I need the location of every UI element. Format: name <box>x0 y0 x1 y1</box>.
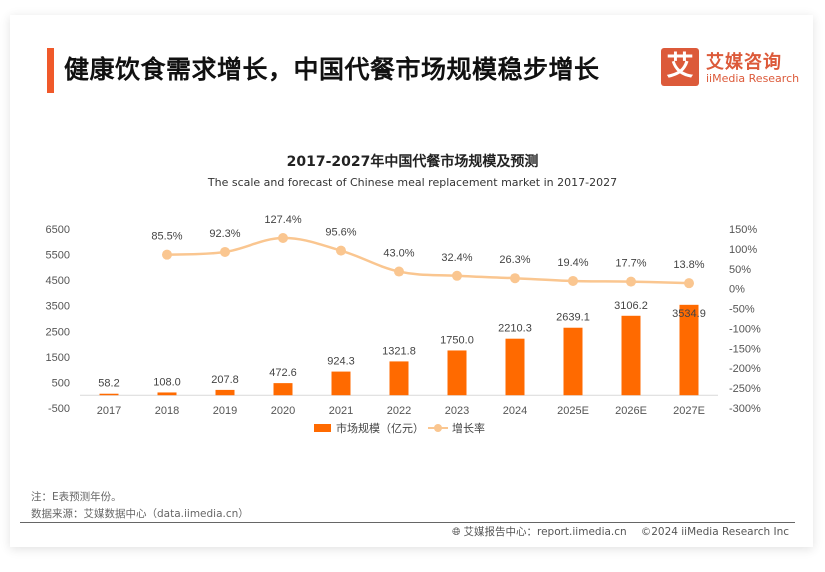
report-card <box>10 15 813 547</box>
y-right-tick-label: -300% <box>729 403 761 415</box>
y-right-tick-label: -250% <box>729 383 761 395</box>
chart-note: 注：E表预测年份。 <box>31 491 122 503</box>
bar-data-label: 2210.3 <box>498 323 532 335</box>
growth-point-2027E <box>684 278 694 289</box>
copyright: ©2024 iiMedia Research Inc <box>640 526 789 538</box>
growth-rate-line <box>166 236 690 285</box>
legend-line-marker <box>434 424 442 432</box>
growth-point-2023 <box>452 270 462 281</box>
x-tick-label: 2027E <box>673 405 705 417</box>
x-tick-label: 2022 <box>387 405 411 417</box>
x-tick-label: 2023 <box>445 405 469 417</box>
bar-data-label: 1750.0 <box>440 334 474 346</box>
x-tick-label: 2021 <box>329 405 353 417</box>
bar-data-label: 924.3 <box>327 356 355 368</box>
globe-icon: 🌐︎ <box>452 526 461 538</box>
y-left-tick-label: -500 <box>48 403 70 415</box>
bar-2024 <box>505 338 525 396</box>
line-data-label: 26.3% <box>499 254 530 266</box>
bar-data-label: 3106.2 <box>614 300 648 312</box>
legend-bar-swatch <box>314 424 331 432</box>
growth-point-2020 <box>278 232 288 243</box>
bar-data-label: 472.6 <box>269 367 297 379</box>
y-right-tick-label: -100% <box>729 323 761 335</box>
chart-subtitle: The scale and forecast of Chinese meal r… <box>207 176 618 189</box>
bar-2026E <box>621 315 641 396</box>
bar-data-label: 108.0 <box>153 376 181 388</box>
footer-divider <box>20 522 795 523</box>
y-right-tick-label: 150% <box>729 224 757 236</box>
line-data-label: 32.4% <box>441 252 472 264</box>
bar-2025E <box>563 327 583 396</box>
x-tick-label: 2025E <box>557 405 589 417</box>
data-source: 数据来源：艾媒数据中心（data.iimedia.cn） <box>31 508 249 520</box>
y-left-tick-label: 1500 <box>46 352 70 364</box>
logo-name-en: iiMedia Research <box>706 72 800 85</box>
growth-point-2019 <box>220 246 230 257</box>
bar-data-label: 2639.1 <box>556 312 590 324</box>
y-left-tick-label: 3500 <box>46 301 70 313</box>
bar-2019 <box>215 389 235 396</box>
line-data-label: 92.3% <box>209 228 240 240</box>
growth-point-2025E <box>568 275 578 286</box>
y-left-tick-label: 500 <box>52 377 70 389</box>
x-tick-label: 2024 <box>503 405 527 417</box>
bar-2018 <box>157 392 177 396</box>
growth-point-2024 <box>510 273 520 284</box>
y-right-tick-label: -150% <box>729 343 761 355</box>
bar-2021 <box>331 371 351 396</box>
page-title: 健康饮食需求增长，中国代餐市场规模稳步增长 <box>64 55 600 84</box>
bar-data-label: 3534.9 <box>672 308 706 320</box>
bar-2020 <box>273 383 293 396</box>
line-data-label: 43.0% <box>383 248 414 260</box>
line-data-label: 17.7% <box>615 258 646 270</box>
line-data-label: 19.4% <box>557 257 588 269</box>
y-right-tick-label: 100% <box>729 244 757 256</box>
growth-point-2018 <box>162 249 172 260</box>
line-data-label: 127.4% <box>264 214 302 226</box>
bar-data-label: 58.2 <box>98 378 119 390</box>
bar-2017 <box>99 393 119 396</box>
line-data-label: 95.6% <box>325 227 356 239</box>
bar-data-label: 207.8 <box>211 374 239 386</box>
growth-point-2021 <box>336 245 346 256</box>
line-data-label: 85.5% <box>151 231 182 243</box>
line-data-label: 13.8% <box>673 259 704 271</box>
legend-bar-label: 市场规模（亿元） <box>336 421 424 435</box>
x-tick-label: 2020 <box>271 405 295 417</box>
bar-2027E <box>679 304 699 396</box>
x-tick-label: 2017 <box>97 405 121 417</box>
x-tick-label: 2026E <box>615 405 647 417</box>
bar-2022 <box>389 361 409 396</box>
x-tick-label: 2019 <box>213 405 237 417</box>
growth-point-2022 <box>394 266 404 277</box>
chart-title: 2017-2027年中国代餐市场规模及预测 <box>286 154 539 170</box>
legend-line-label: 增长率 <box>452 421 485 435</box>
title-accent-bar <box>47 48 54 93</box>
bar-2023 <box>447 350 467 396</box>
growth-point-2026E <box>626 276 636 287</box>
bar-data-label: 1321.8 <box>382 345 416 357</box>
y-right-tick-label: -200% <box>729 363 761 375</box>
y-left-tick-label: 5500 <box>46 250 70 262</box>
y-left-tick-label: 2500 <box>46 326 70 338</box>
report-center-link[interactable]: 艾媒报告中心：report.iimedia.cn <box>463 526 627 538</box>
x-tick-label: 2018 <box>155 405 179 417</box>
logo-name-cn: 艾媒咨询 <box>706 52 782 73</box>
y-right-tick-label: 0% <box>729 284 745 296</box>
y-left-tick-label: 6500 <box>46 224 70 236</box>
y-right-tick-label: -50% <box>729 304 755 316</box>
logo-icon: 艾 <box>661 48 699 86</box>
y-left-tick-label: 4500 <box>46 275 70 287</box>
y-right-tick-label: 50% <box>729 264 751 276</box>
footer: 🌐︎ 艾媒报告中心：report.iimedia.cn ©2024 iiMedia … <box>452 524 789 539</box>
